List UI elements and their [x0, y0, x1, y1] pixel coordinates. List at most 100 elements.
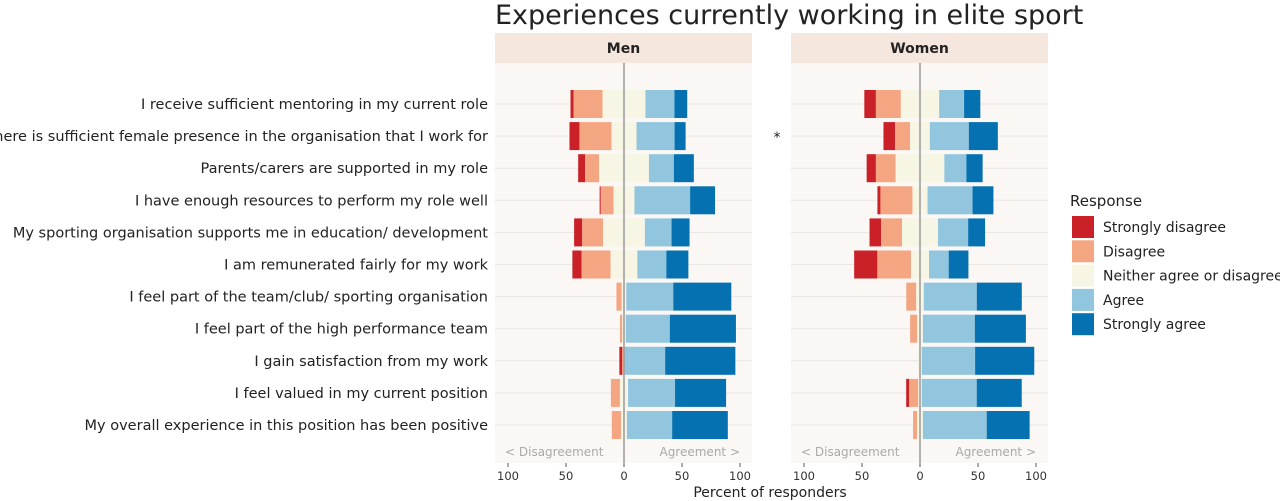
significance-marker: * — [774, 130, 781, 146]
panel-strip — [495, 33, 752, 63]
bar-agree — [921, 346, 976, 375]
bar-agree — [939, 90, 965, 118]
bar-strongly-agree — [672, 411, 728, 439]
bar-strongly-disagree — [572, 250, 582, 279]
legend: Response Strongly disagree Disagree Neithe… — [1070, 192, 1280, 336]
bar-agree — [929, 122, 969, 151]
bar-disagree — [611, 411, 622, 439]
agreement-annotation: Agreement > — [659, 445, 740, 459]
x-tick-label: 50 — [559, 469, 574, 483]
category-label: I feel part of the high performance team — [195, 322, 488, 338]
bar-agree — [626, 282, 674, 311]
bar-disagree — [895, 122, 911, 151]
panel-men: Men < Disagreement Agreement > 100 50 0 50 100 — [495, 33, 752, 483]
bar-agree — [923, 282, 977, 311]
bar-strongly-disagree — [906, 378, 910, 407]
bar-agree — [928, 250, 949, 279]
bar-disagree — [622, 346, 624, 375]
bar-disagree — [910, 314, 918, 343]
bar-agree — [637, 250, 667, 279]
bar-disagree — [881, 218, 903, 247]
bar-disagree — [616, 282, 622, 311]
bar-strongly-agree — [948, 250, 969, 279]
legend-swatch — [1072, 288, 1094, 311]
bar-strongly-disagree — [869, 218, 882, 247]
bar-disagree — [880, 186, 913, 215]
category-label: I have enough resources to perform my ro… — [135, 193, 488, 209]
bar-disagree — [909, 378, 919, 407]
bar-agree — [634, 186, 691, 215]
legend-label: Neither agree or disagree — [1103, 269, 1280, 285]
panel-title: Men — [607, 41, 640, 57]
bar-strongly-disagree — [864, 90, 876, 118]
bar-strongly-disagree — [599, 186, 601, 215]
bar-strongly-agree — [669, 314, 736, 343]
bar-agree — [636, 122, 675, 151]
x-tick-label: 100 — [793, 469, 815, 483]
bar-disagree — [877, 250, 912, 279]
x-tick-label: 100 — [1025, 469, 1047, 483]
bar-strongly-disagree — [570, 90, 574, 118]
x-tick-label: 0 — [620, 469, 627, 483]
category-label: I receive sufficient mentoring in my cur… — [141, 97, 488, 113]
bar-strongly-agree — [966, 154, 983, 183]
bar-agree — [645, 90, 675, 118]
bar-strongly-agree — [674, 90, 688, 118]
bar-strongly-agree — [675, 378, 727, 407]
bar-agree — [624, 346, 666, 375]
bar-strongly-disagree — [574, 218, 583, 247]
legend-label: Agree — [1103, 293, 1144, 309]
category-label: Parents/carers are supported in my role — [201, 161, 489, 177]
agreement-annotation: Agreement > — [955, 445, 1036, 459]
bar-strongly-agree — [975, 346, 1035, 375]
bar-strongly-agree — [968, 218, 986, 247]
x-tick-label: 50 — [971, 469, 986, 483]
category-label: My overall experience in this position h… — [85, 418, 489, 434]
legend-label: Disagree — [1103, 244, 1165, 260]
panel-strip — [791, 33, 1048, 63]
bar-strongly-disagree — [569, 122, 580, 151]
bar-disagree — [875, 90, 901, 118]
bar-disagree — [582, 218, 604, 247]
category-label: I am remunerated fairly for my work — [224, 258, 489, 274]
bar-agree — [927, 186, 973, 215]
legend-label: Strongly disagree — [1103, 220, 1226, 236]
bar-strongly-agree — [673, 282, 732, 311]
bar-disagree — [581, 250, 611, 279]
category-label: I gain satisfaction from my work — [254, 354, 488, 370]
legend-swatch — [1072, 313, 1094, 336]
x-tick-label: 0 — [916, 469, 923, 483]
disagreement-annotation: < Disagreement — [801, 445, 900, 459]
bar-strongly-agree — [964, 90, 981, 118]
bar-disagree — [600, 186, 614, 215]
bar-agree — [628, 378, 676, 407]
category-label: I feel part of the team/club/ sporting o… — [129, 290, 488, 306]
bar-agree — [944, 154, 967, 183]
legend-title: Response — [1070, 192, 1142, 210]
legend-label: Strongly agree — [1103, 317, 1206, 333]
bar-strongly-agree — [674, 122, 686, 151]
bar-strongly-disagree — [883, 122, 896, 151]
bar-strongly-agree — [673, 154, 694, 183]
bar-agree — [922, 411, 987, 439]
bar-agree — [625, 314, 670, 343]
bar-strongly-agree — [976, 378, 1022, 407]
bar-agree — [937, 218, 969, 247]
bar-disagree — [579, 122, 612, 151]
bar-strongly-agree — [671, 218, 690, 247]
legend-swatch — [1072, 216, 1094, 238]
bar-disagree — [585, 154, 600, 183]
bar-agree — [921, 378, 977, 407]
chart-title: Experiences currently working in elite s… — [495, 0, 1083, 31]
panel-title: Women — [890, 41, 949, 57]
bar-disagree — [875, 154, 896, 183]
bar-disagree — [913, 411, 918, 439]
bar-strongly-agree — [974, 314, 1026, 343]
x-tick-label: 50 — [855, 469, 870, 483]
panel-women: Women < Disagreement Agreement > 100 50 0 50 10… — [791, 33, 1048, 483]
bar-strongly-agree — [666, 250, 689, 279]
bar-strongly-agree — [986, 411, 1030, 439]
bar-strongly-disagree — [866, 154, 876, 183]
bar-strongly-agree — [665, 346, 736, 375]
legend-swatch — [1072, 264, 1094, 287]
